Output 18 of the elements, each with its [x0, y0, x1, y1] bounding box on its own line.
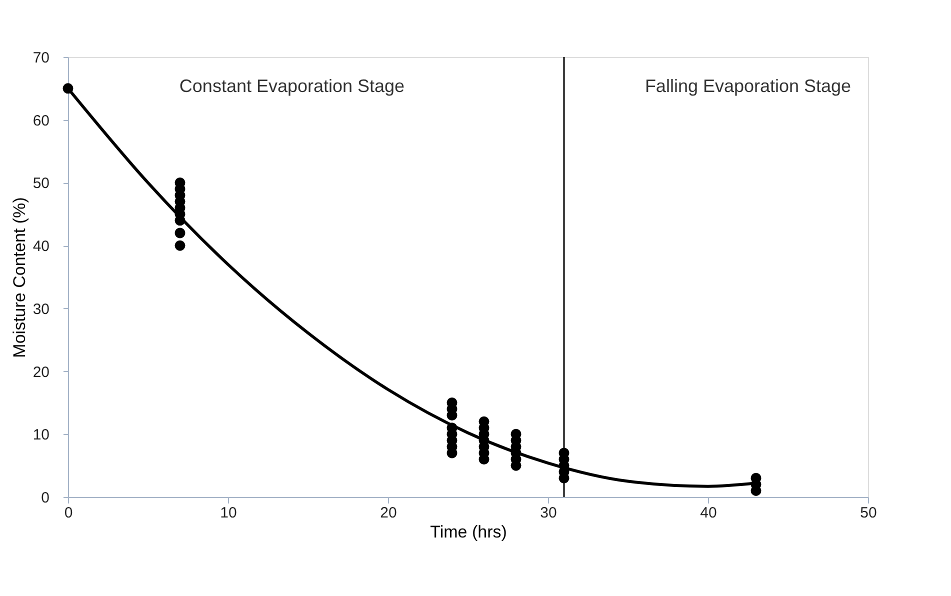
y-tick-label: 50 — [32, 175, 50, 192]
x-tick-label: 50 — [860, 504, 877, 522]
annotation: Falling Evaporation Stage — [644, 76, 852, 96]
x-tick-label: 20 — [380, 504, 397, 522]
x-tick-label: 40 — [700, 504, 717, 522]
y-tick-label: 0 — [41, 490, 50, 506]
x-tick-label: 0 — [64, 504, 73, 522]
y-axis-title: Moisture Content (%) — [10, 197, 29, 358]
y-tick-label: 70 — [32, 50, 50, 66]
x-axis-title: Time (hrs) — [430, 522, 507, 542]
y-tick-label: 10 — [32, 426, 50, 444]
y-tick-label: 60 — [32, 112, 50, 130]
x-tick-label: 30 — [540, 504, 557, 522]
y-tick-label: 40 — [32, 238, 50, 256]
annotation: Constant Evaporation Stage — [179, 76, 405, 96]
y-tick-label: 20 — [32, 364, 50, 381]
x-tick-label: 10 — [220, 504, 237, 522]
y-tick-label: 30 — [32, 300, 50, 318]
